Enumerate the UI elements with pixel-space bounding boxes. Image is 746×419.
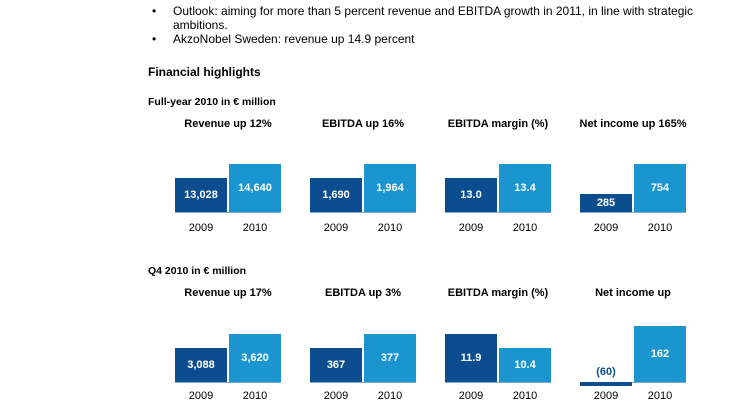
bullet-text: AkzoNobel Sweden: revenue up 14.9 percen… xyxy=(173,32,415,46)
chart-baseline xyxy=(580,212,686,213)
bar-2009: 11.9 xyxy=(445,334,497,382)
chart-baseline xyxy=(310,212,416,213)
year-label: 2010 xyxy=(647,390,673,402)
chart-baseline xyxy=(445,382,551,383)
chart-baseline xyxy=(310,382,416,383)
year-label: 2010 xyxy=(512,222,538,234)
bar-value-label: 162 xyxy=(650,348,670,360)
bar-value-label: 367 xyxy=(326,359,346,371)
year-label: 2009 xyxy=(323,390,349,402)
year-label: 2009 xyxy=(323,222,349,234)
bar-value-label: 3,088 xyxy=(187,359,215,371)
bar-2009: 367 xyxy=(310,348,362,382)
bar-value-label: 13,028 xyxy=(184,189,218,201)
bar-value-label: 1,690 xyxy=(322,189,350,201)
year-label: 2009 xyxy=(188,390,214,402)
bar-2009: 285 xyxy=(580,193,632,212)
chart-title: EBITDA margin (%) xyxy=(447,118,549,130)
year-label: 2010 xyxy=(377,390,403,402)
bullet-marker: • xyxy=(152,32,157,46)
bar-value-label: 13.4 xyxy=(514,182,536,194)
bullet-text: Outlook: aiming for more than 5 percent … xyxy=(173,4,694,32)
bar-value-label: 11.9 xyxy=(460,352,482,364)
chart-title: Net income up 165% xyxy=(579,118,687,130)
bullet-item: • AkzoNobel Sweden: revenue up 14.9 perc… xyxy=(148,32,738,46)
year-label: 2009 xyxy=(593,222,619,234)
bar-value-label: 285 xyxy=(596,196,616,209)
chart-title: EBITDA up 16% xyxy=(321,118,405,130)
bullet-marker: • xyxy=(152,4,157,18)
bar-value-label: 13.0 xyxy=(460,189,482,201)
year-label: 2009 xyxy=(593,390,619,402)
section-title: Financial highlights xyxy=(148,65,261,79)
bar-2010: 162 xyxy=(634,326,686,382)
year-label: 2010 xyxy=(377,222,403,234)
year-label: 2010 xyxy=(242,390,268,402)
bar-value-label: 377 xyxy=(380,352,400,364)
chart-title: Revenue up 12% xyxy=(184,118,272,130)
group-title: Full-year 2010 in € million xyxy=(148,96,276,108)
chart-baseline xyxy=(175,212,281,213)
bar-2010: 754 xyxy=(634,164,686,212)
year-label: 2010 xyxy=(512,390,538,402)
year-label: 2010 xyxy=(647,222,673,234)
year-label: 2009 xyxy=(458,222,484,234)
bar-2010: 3,620 xyxy=(229,334,281,382)
bar-value-label: 14,640 xyxy=(238,182,272,194)
chart-title: EBITDA up 3% xyxy=(325,287,401,299)
bar-2010: 1,964 xyxy=(364,164,416,212)
year-label: 2010 xyxy=(242,222,268,234)
bar-value-label: (60) xyxy=(596,366,616,378)
bullet-item: • Outlook: aiming for more than 5 percen… xyxy=(148,4,738,32)
chart-title: Revenue up 17% xyxy=(184,287,272,299)
group-title: Q4 2010 in € million xyxy=(148,265,247,277)
bar-2010: 14,640 xyxy=(229,164,281,212)
chart-title: EBITDA margin (%) xyxy=(447,287,549,299)
bar-2009: 3,088 xyxy=(175,348,227,382)
bar-2009: 13,028 xyxy=(175,178,227,212)
bar-2009 xyxy=(580,382,632,386)
bullet-list: • Outlook: aiming for more than 5 percen… xyxy=(148,4,738,46)
bar-value-label: 1,964 xyxy=(376,182,404,194)
chart-baseline xyxy=(445,212,551,213)
bar-2010: 377 xyxy=(364,334,416,382)
chart-baseline xyxy=(580,382,686,383)
bar-2009: 1,690 xyxy=(310,178,362,212)
bar-value-label: 10.4 xyxy=(514,359,536,371)
bar-value-label: 3,620 xyxy=(241,352,269,364)
year-label: 2009 xyxy=(458,390,484,402)
bar-value-label: 754 xyxy=(650,182,670,194)
bar-2009: 13.0 xyxy=(445,178,497,212)
year-label: 2009 xyxy=(188,222,214,234)
bar-2010: 10.4 xyxy=(499,348,551,382)
bar-2010: 13.4 xyxy=(499,164,551,212)
chart-baseline xyxy=(175,382,281,383)
chart-title: Net income up xyxy=(595,287,671,299)
